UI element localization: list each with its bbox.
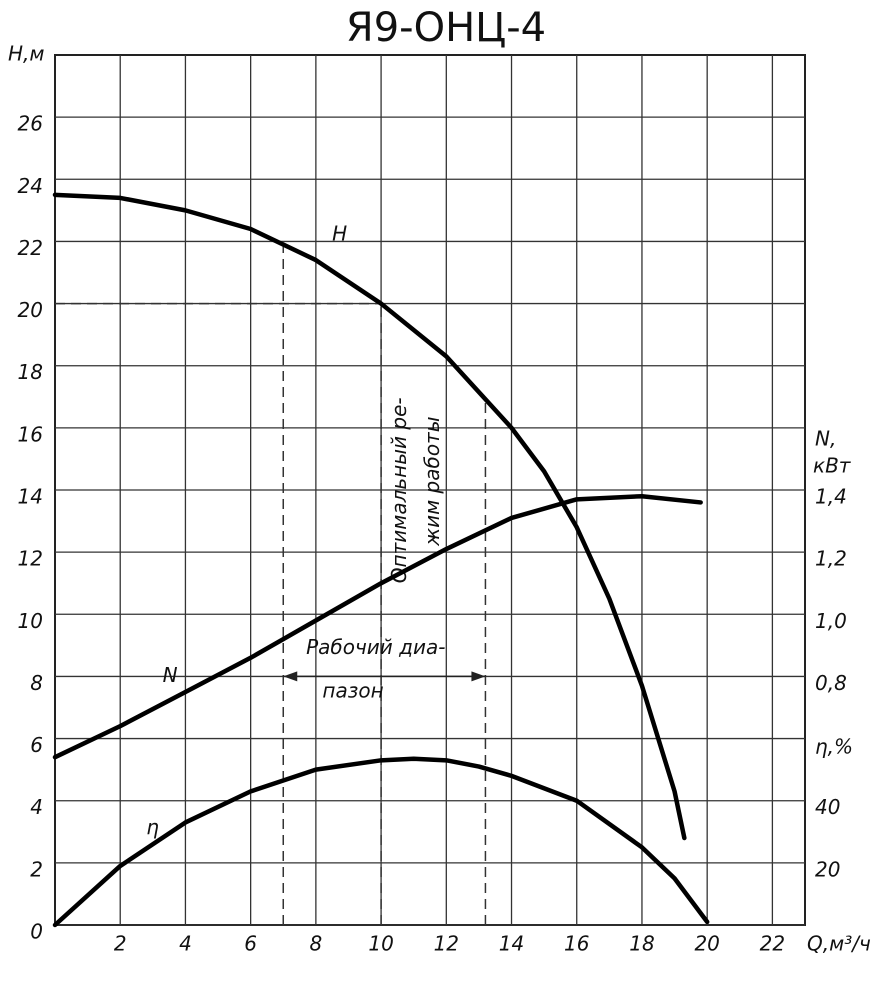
y2-tick-label: 1,2 bbox=[815, 547, 847, 571]
y-tick-label: 18 bbox=[18, 360, 43, 384]
y-tick-label: 12 bbox=[18, 547, 43, 571]
y-tick-label: 10 bbox=[18, 609, 43, 633]
y-axis-title: H,м bbox=[8, 42, 44, 66]
y-tick-label: 2 bbox=[30, 857, 43, 881]
y-tick-label: 22 bbox=[18, 236, 43, 260]
y-tick-label: 6 bbox=[30, 733, 43, 757]
working-range-label: пазон bbox=[322, 678, 383, 702]
x-tick-label: 10 bbox=[368, 932, 393, 956]
x-tick-label: 2 bbox=[114, 932, 127, 956]
y-tick-label: 0 bbox=[30, 920, 43, 944]
x-tick-label: 22 bbox=[760, 932, 785, 956]
optimum-label: жим работы bbox=[420, 416, 444, 546]
x-tick-label: 18 bbox=[629, 932, 654, 956]
curve bbox=[52, 756, 710, 928]
y-tick-label: 4 bbox=[30, 795, 43, 819]
y2-tick-label: 0,8 bbox=[815, 671, 847, 695]
y-tick-label: 26 bbox=[18, 112, 43, 136]
x-tick-label: 12 bbox=[434, 932, 459, 956]
x-tick-label: 14 bbox=[499, 932, 524, 956]
y3-axis-title: η,% bbox=[815, 735, 853, 759]
y-tick-label: 24 bbox=[18, 174, 43, 198]
optimum-label: Оптимальный ре- bbox=[387, 397, 411, 583]
y3-tick-label: 40 bbox=[815, 795, 840, 819]
y2-tick-label: 1,4 bbox=[815, 485, 847, 509]
x-tick-label: 6 bbox=[244, 932, 257, 956]
series-label: η bbox=[146, 815, 159, 839]
working-range-label: Рабочий диа- bbox=[306, 635, 445, 659]
x-tick-label: 16 bbox=[564, 932, 589, 956]
x-tick-label: 8 bbox=[310, 932, 323, 956]
y3-tick-label: 20 bbox=[815, 857, 840, 881]
curve bbox=[52, 192, 687, 841]
y-tick-label: 14 bbox=[18, 485, 43, 509]
y-tick-label: 8 bbox=[30, 671, 43, 695]
y2-axis-title: N, bbox=[815, 427, 836, 451]
series-label: N bbox=[163, 663, 178, 687]
x-tick-label: 4 bbox=[179, 932, 192, 956]
x-axis-title: Q,м³/ч bbox=[807, 932, 871, 956]
arrow-head bbox=[471, 671, 486, 682]
y2-tick-label: 1,0 bbox=[815, 609, 847, 633]
series-label: H bbox=[332, 222, 347, 246]
y-tick-label: 20 bbox=[18, 298, 43, 322]
x-tick-label: 20 bbox=[694, 932, 719, 956]
y-tick-label: 16 bbox=[18, 422, 43, 446]
y2-axis-title: кВт bbox=[813, 454, 852, 478]
curve bbox=[52, 493, 703, 760]
arrow-head bbox=[283, 671, 298, 682]
chart-title: Я9-ОНЦ-4 bbox=[346, 5, 546, 51]
